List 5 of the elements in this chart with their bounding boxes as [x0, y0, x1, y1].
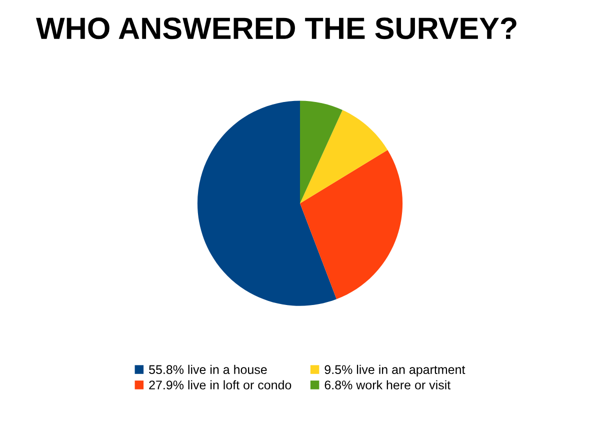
chart-title: WHO ANSWERED THE SURVEY?: [36, 18, 516, 40]
legend-label: 9.5% live in an apartment: [324, 364, 466, 376]
legend-label: 6.8% work here or visit: [324, 380, 451, 390]
legend-label: 27.9% live in loft or condo: [149, 380, 292, 390]
legend-label: 55.8% live in a house: [149, 364, 267, 374]
